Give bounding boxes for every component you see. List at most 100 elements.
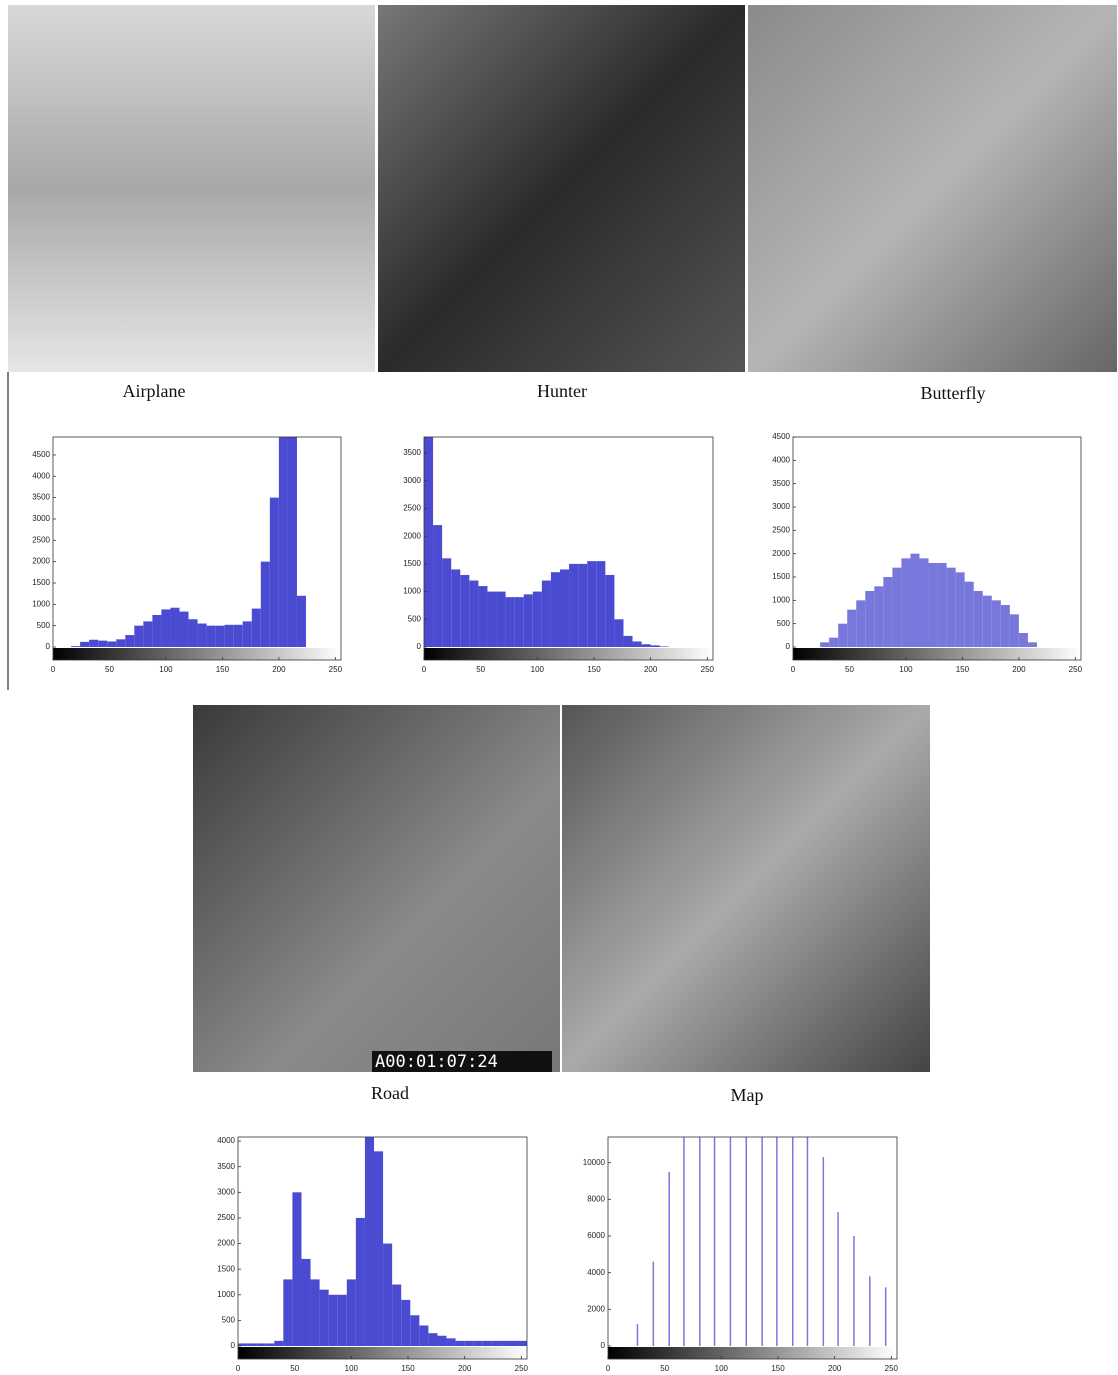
y-tick-label: 1000: [772, 595, 790, 604]
y-tick-label: 3000: [217, 1187, 235, 1196]
x-tick-label: 0: [606, 1364, 611, 1373]
bar: [469, 580, 479, 647]
y-tick-label: 10000: [583, 1158, 606, 1167]
y-tick-label: 2500: [403, 504, 421, 513]
plot-frame: [52, 436, 342, 661]
plot-frame: [792, 436, 1082, 661]
bar: [364, 1137, 374, 1346]
y-tick-label: 2500: [772, 525, 790, 534]
bar: [247, 1343, 257, 1346]
timestamp: A00:01:07:24: [375, 1052, 498, 1072]
y-tick-label: 3500: [217, 1162, 235, 1171]
bar: [296, 595, 306, 647]
bar: [161, 609, 171, 647]
bar: [829, 637, 839, 647]
x-tick-label: 50: [476, 665, 485, 674]
bar: [641, 644, 651, 647]
bar: [928, 563, 938, 647]
bar: [355, 1217, 365, 1346]
x-tick-label: 200: [272, 665, 286, 674]
y-tick-label: 2500: [32, 535, 50, 544]
bar: [464, 1340, 474, 1346]
x-tick-label: 150: [771, 1364, 785, 1373]
y-tick-label: 4000: [587, 1268, 605, 1277]
bar: [514, 597, 524, 647]
x-tick-label: 100: [531, 665, 545, 674]
colorbar: [793, 648, 1081, 660]
x-tick-label: 50: [105, 665, 114, 674]
bar: [197, 623, 207, 647]
y-tick-label: 0: [231, 1341, 236, 1350]
bar: [820, 642, 830, 647]
x-tick-label: 100: [159, 665, 173, 674]
bar: [256, 1343, 266, 1346]
y-tick-label: 1000: [217, 1290, 235, 1299]
x-tick-label: 150: [587, 665, 601, 674]
bar: [901, 558, 911, 647]
bar: [883, 577, 893, 647]
bar: [496, 591, 506, 647]
y-tick-label: 4500: [772, 432, 790, 441]
photo: [562, 705, 930, 1072]
bar: [215, 625, 225, 647]
bar: [865, 591, 875, 647]
bar: [500, 1340, 510, 1346]
bar: [614, 619, 624, 647]
x-tick-label: 0: [791, 665, 796, 674]
bar: [1018, 633, 1028, 647]
colorbar: [238, 1347, 527, 1359]
bar: [233, 624, 243, 647]
x-tick-label: 50: [290, 1364, 299, 1373]
y-tick-label: 0: [786, 642, 791, 651]
bar: [838, 623, 848, 647]
bar: [346, 1279, 356, 1346]
x-tick-label: 200: [644, 665, 658, 674]
bar: [1000, 605, 1010, 647]
photo: [748, 5, 1117, 372]
x-tick-label: 50: [660, 1364, 669, 1373]
bar: [265, 1343, 275, 1346]
bar: [550, 572, 560, 647]
bar: [478, 586, 488, 647]
bar: [910, 553, 920, 647]
bar: [287, 437, 297, 647]
bar: [170, 607, 180, 647]
bar: [991, 600, 1001, 647]
plot-frame: [423, 436, 714, 661]
plot-area: [636, 1137, 887, 1346]
bar: [242, 621, 252, 647]
y-tick-label: 4000: [32, 471, 50, 480]
bar: [107, 641, 117, 647]
y-tick-label: 3000: [403, 476, 421, 485]
y-tick-label: 2000: [403, 531, 421, 540]
bar: [278, 437, 288, 647]
y-tick-label: 4000: [772, 455, 790, 464]
bar: [206, 625, 216, 647]
bar: [310, 1279, 320, 1346]
y-tick-label: 3500: [403, 448, 421, 457]
bar: [238, 1343, 248, 1346]
bar: [650, 645, 660, 647]
plot-area: [424, 437, 669, 647]
bar: [80, 641, 90, 647]
bar: [632, 641, 642, 647]
bar: [847, 609, 857, 647]
bar: [433, 525, 443, 647]
bar: [982, 595, 992, 647]
photo: [378, 5, 745, 372]
x-tick-label: 0: [422, 665, 427, 674]
bar: [437, 1335, 447, 1346]
x-tick-label: 150: [216, 665, 230, 674]
bar: [143, 621, 153, 647]
bar: [89, 639, 99, 647]
y-tick-label: 500: [408, 614, 422, 623]
plot-area: [71, 437, 306, 647]
y-tick-label: 2000: [587, 1304, 605, 1313]
x-tick-label: 200: [828, 1364, 842, 1373]
timestamp-box: [372, 1051, 552, 1072]
y-tick-label: 0: [46, 642, 51, 651]
bar: [374, 1151, 384, 1346]
y-tick-label: 2000: [217, 1239, 235, 1248]
bar: [424, 437, 434, 647]
